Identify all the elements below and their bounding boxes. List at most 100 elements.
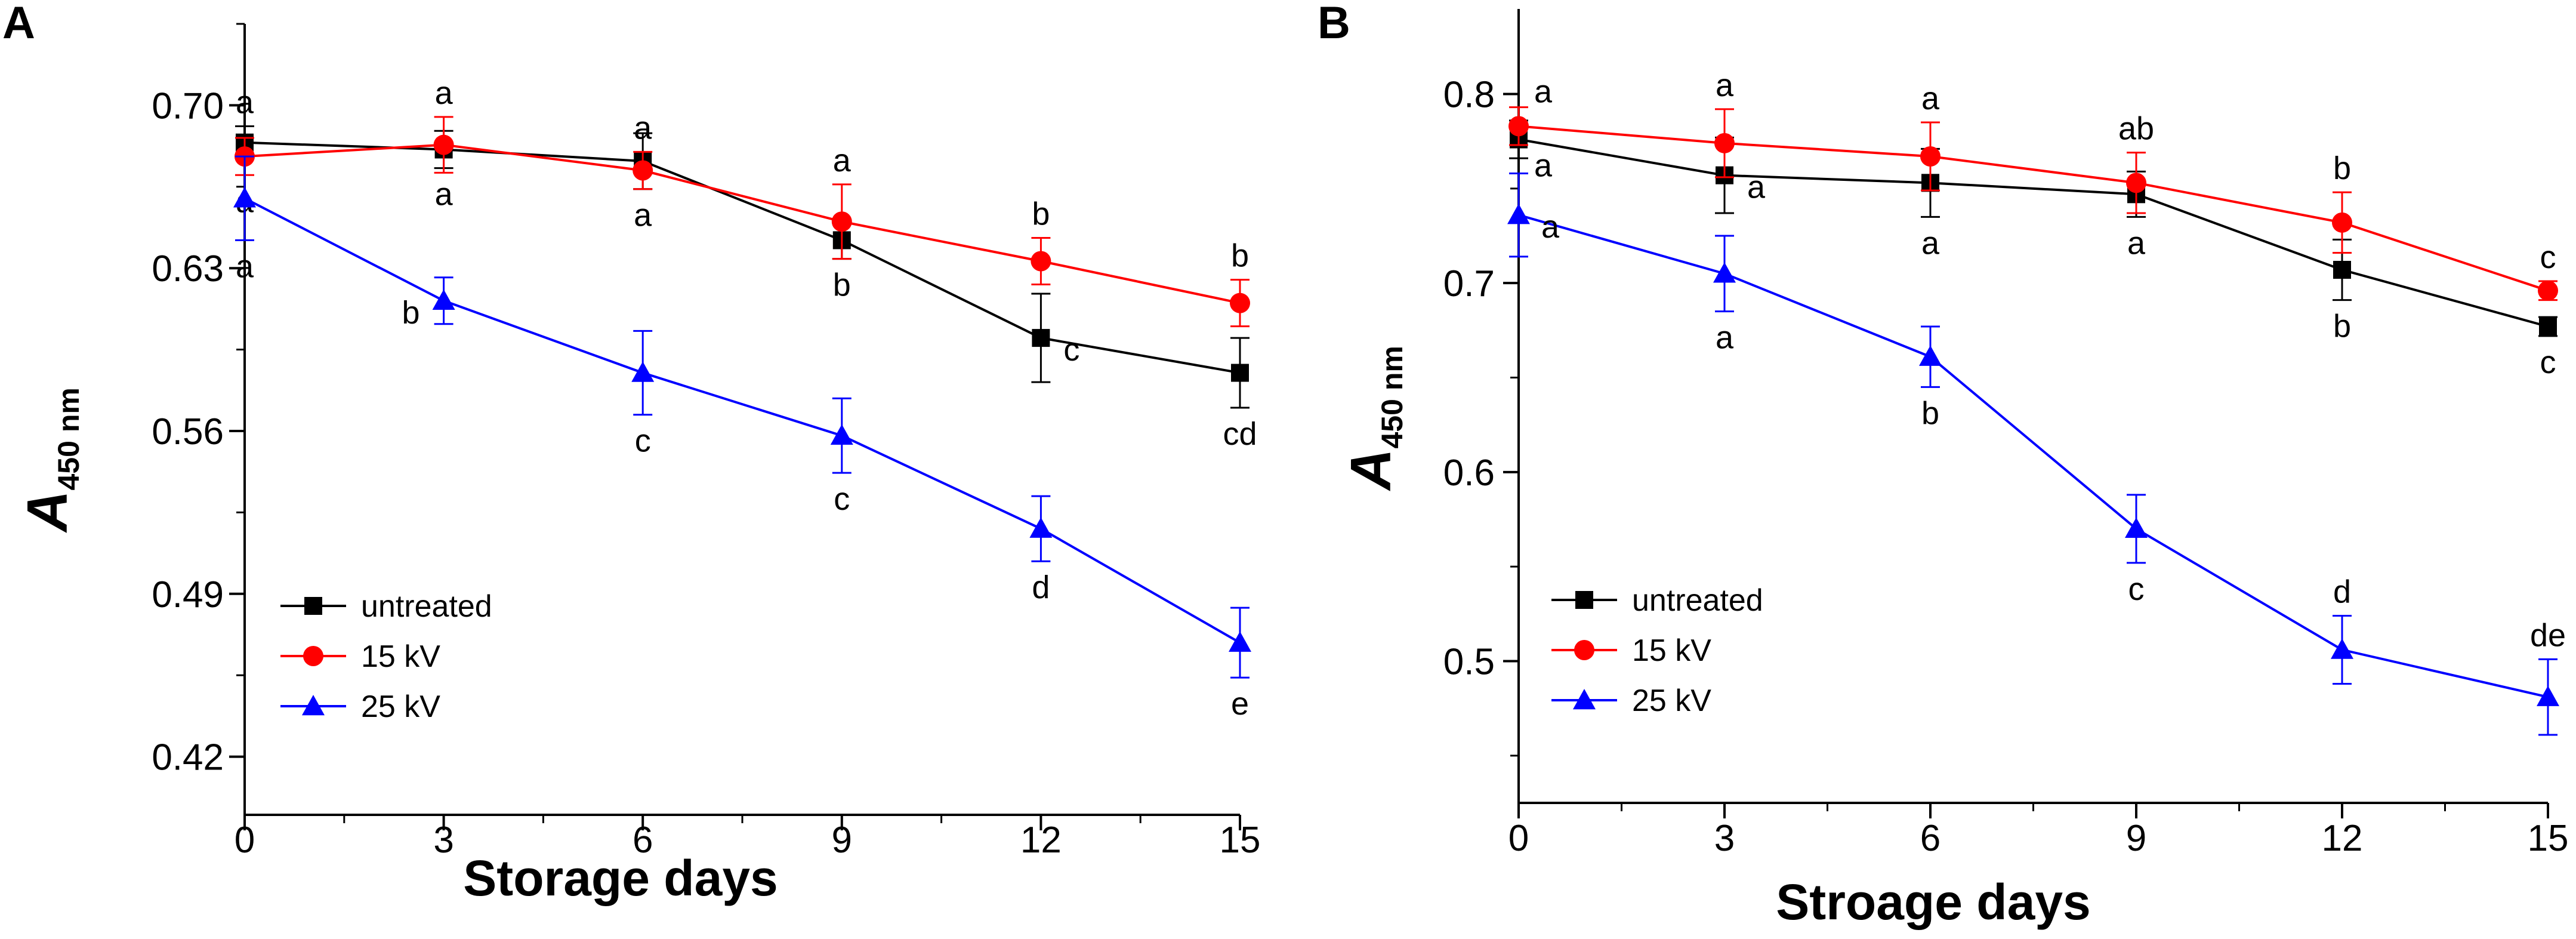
panel-b-untreated-point-square-marker (2333, 261, 2351, 279)
panel-b-x-tick-label: 12 (2322, 818, 2363, 859)
panel-b-legend-15-kv: 15 kV (1551, 633, 1711, 668)
panel-a-15-kv-point-circle-marker (433, 134, 454, 155)
panel-a-x-tick-label: 3 (433, 820, 454, 861)
panel-b-untreated-significance-label: a (1747, 170, 1766, 205)
chart-panel-a: A 0 3 6 9 12 150.420.490.560.630.70 aaabccdaa… (2, 0, 1260, 906)
panel-a-untreated-significance-label: cd (1223, 416, 1257, 452)
panel-b-15-kv-point-circle-marker (1920, 146, 1941, 167)
panel-a-15-kv-significance-label: b (1032, 196, 1050, 232)
panel-a-15-kv-significance-label: a (435, 75, 454, 111)
panel-a-y-tick-label: 0.70 (152, 85, 224, 127)
panel-a-letter: A (2, 0, 35, 48)
panel-b-untreated-significance-label: a (1534, 148, 1553, 184)
panel-b-x-tick-label: 9 (2126, 818, 2146, 859)
panel-b-axes: 0 3 6 9 12 15 0.5 0.6 0.7 0.8 (1443, 9, 2569, 859)
panel-a-legend-15-kv: 15 kV (280, 639, 440, 674)
panel-a-legend-untreated-label: untreated (361, 589, 492, 624)
panel-a-y-tick-label: 0.42 (152, 737, 224, 778)
panel-a-15-kv-point-circle-marker (1031, 251, 1051, 272)
panel-b-untreated-line (1518, 138, 2549, 328)
panel-a-legend-25-kv: 25 kV (280, 689, 440, 724)
panel-a-x-tick-label: 9 (832, 820, 852, 861)
panel-a-untreated-point-square-marker (1032, 329, 1050, 347)
panel-a-series: aaabccdaaaabbabccde (233, 75, 1257, 722)
panel-a-untreated-point-square-marker (1231, 364, 1249, 382)
panel-b-legend-25-kv: 25 kV (1551, 684, 1711, 718)
panel-a-axes: 0 3 6 9 12 15 0.42 0.49 0.56 0.63 0.70 (152, 23, 1260, 861)
panel-a-legend-15-kv-label: 15 kV (361, 639, 440, 674)
panel-b-25-kv-line (1518, 214, 2549, 698)
panel-b-legend-untreated-label: untreated (1632, 583, 1763, 618)
panel-b-25-kv-significance-label: de (2530, 617, 2566, 653)
panel-a-25-kv-significance-label: d (1032, 569, 1050, 605)
panel-b-15-kv-point-circle-marker (2126, 173, 2146, 193)
panel-a-untreated-significance-label: a (634, 198, 652, 233)
panel-b-25-kv-point-triangle-marker (2125, 517, 2148, 538)
panel-b-x-axis-title: Stroage days (1776, 874, 2091, 930)
panel-b-y-tick-label: 0.5 (1443, 642, 1495, 683)
panel-b-legend-25-kv-label: 25 kV (1632, 684, 1711, 718)
panel-a-25-kv-point-triangle-marker (1229, 631, 1251, 652)
panel-a-legend-15-kv-marker-circle-marker (303, 646, 323, 666)
panel-b-x-tick-label: 15 (2528, 818, 2569, 859)
panel-a-15-kv-significance-label: a (634, 110, 652, 146)
panel-b-15-kv-point-circle-marker (2538, 280, 2558, 301)
panel-a-15-kv-point-circle-marker (1230, 293, 1250, 313)
panel-b-25-kv-significance-label: a (1716, 320, 1734, 356)
panel-a-25-kv-significance-label: c (635, 423, 651, 459)
panel-a-25-kv-significance-label: b (402, 295, 420, 331)
panel-b-y-axis-title: A450 nm (1339, 346, 1409, 491)
panel-b-untreated-significance-label: b (2333, 309, 2351, 344)
panel-b-legend-25-kv-marker-triangle-marker (1573, 689, 1596, 710)
panel-b-15-kv-significance-label: a (1534, 73, 1553, 109)
panel-a-15-kv-line (244, 143, 1241, 304)
panel-b-y-tick-label: 0.8 (1443, 75, 1495, 116)
panel-b-15-kv-point-circle-marker (2332, 212, 2352, 233)
panel-b-legend-untreated: untreated (1551, 583, 1763, 618)
panel-a-y-axis-symbol: A (16, 491, 79, 533)
panel-a-25-kv-point-triangle-marker (830, 424, 853, 445)
panel-a-25-kv-series: a b c c d e (233, 155, 1251, 722)
panel-b-y-axis-subscript: 450 nm (1375, 346, 1409, 448)
panel-b-25-kv-point-triangle-marker (1919, 345, 1942, 366)
panel-b-15-kv-significance-label: c (2540, 239, 2556, 275)
panel-b-legend: untreated 15 kV 25 kV (1551, 583, 1763, 718)
panel-b-y-axis-symbol: A (1339, 449, 1403, 491)
panel-a-y-axis-title: A450 nm (16, 387, 85, 533)
panel-b-25-kv-series: a a b c d de (1507, 173, 2566, 736)
panel-a-untreated-significance-label: b (833, 267, 851, 303)
panel-b-untreated-significance-label: a (1921, 225, 1940, 261)
panel-a-15-kv-significance-label: b (1231, 238, 1249, 274)
panel-b-y-tick-label: 0.6 (1443, 452, 1495, 494)
panel-b-letter: B (1318, 0, 1350, 48)
panel-a-25-kv-point-triangle-marker (432, 289, 455, 310)
panel-a-y-tick-label: 0.63 (152, 248, 224, 290)
panel-a-legend-25-kv-label: 25 kV (361, 689, 440, 724)
panel-a-x-tick-label: 6 (633, 820, 653, 861)
panel-b-25-kv-point-triangle-marker (2331, 638, 2353, 659)
panel-b-untreated-significance-label: c (2540, 344, 2556, 380)
panel-b-25-kv-significance-label: d (2333, 574, 2351, 610)
panel-b-25-kv-significance-label: c (2128, 571, 2145, 607)
panel-b-25-kv-significance-label: a (1541, 209, 1560, 245)
panel-b-15-kv-significance-label: a (1716, 67, 1734, 103)
panel-a-25-kv-point-triangle-marker (631, 361, 655, 382)
panel-b-x-tick-label: 3 (1714, 818, 1735, 859)
panel-a-25-kv-point-triangle-marker (233, 187, 256, 208)
panel-b-legend-15-kv-label: 15 kV (1632, 633, 1711, 668)
panel-a-15-kv-significance-label: a (833, 143, 852, 178)
panel-a-25-kv-significance-label: a (236, 248, 254, 284)
panel-a-x-tick-label: 0 (235, 820, 255, 861)
panel-b-15-kv-significance-label: b (2333, 150, 2351, 186)
panel-a-25-kv-line (244, 197, 1241, 644)
panel-a-legend: untreated 15 kV 25 kV (280, 589, 492, 724)
panel-a-untreated-significance-label: c (1063, 332, 1079, 368)
panel-b-25-kv-point-triangle-marker (1713, 262, 1736, 283)
panel-b-untreated-significance-label: a (2127, 225, 2146, 261)
panel-a-legend-untreated: untreated (280, 589, 492, 624)
